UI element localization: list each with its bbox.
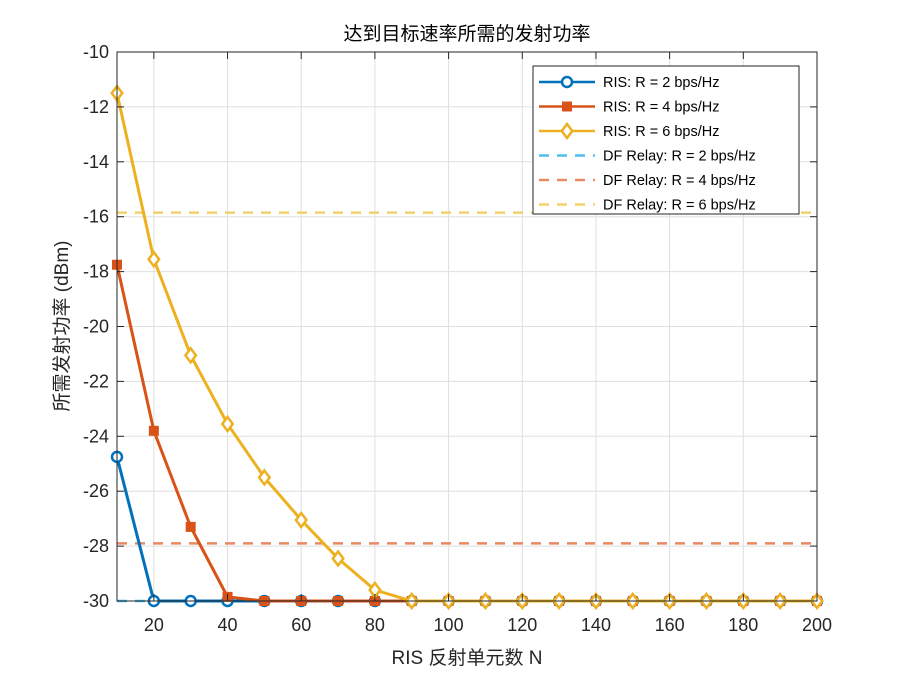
legend-box <box>532 65 800 215</box>
legend-label: RIS: R = 6 bps/Hz <box>603 124 719 140</box>
ticks: 20 40 60 80 100 120 140 160 180 200 -30 -28 -26 -24 -2… <box>83 42 832 635</box>
y-tick-label: -16 <box>83 207 109 227</box>
legend-label: DF Relay: R = 6 bps/Hz <box>603 198 756 214</box>
y-tick-label: -10 <box>83 42 109 62</box>
x-axis-label: RIS 反射单元数 N <box>392 647 543 669</box>
legend-entry: RIS: R = 4 bps/Hz <box>539 100 719 116</box>
y-tick-label: -28 <box>83 536 109 556</box>
x-tick-label: 160 <box>655 615 685 635</box>
legend-entry: DF Relay: R = 4 bps/Hz <box>539 173 756 189</box>
x-tick-label: 20 <box>144 615 164 635</box>
y-tick-label: -12 <box>83 97 109 117</box>
x-tick-label: 180 <box>728 615 758 635</box>
y-tick-label: -18 <box>83 262 109 282</box>
x-tick-label: 60 <box>291 615 311 635</box>
legend-entry: DF Relay: R = 6 bps/Hz <box>539 198 756 214</box>
y-axis-label: 所需发射功率 (dBm) <box>51 240 73 411</box>
y-tick-label: -20 <box>83 317 109 337</box>
x-tick-label: 140 <box>581 615 611 635</box>
legend-label: RIS: R = 2 bps/Hz <box>603 75 719 91</box>
chart-title: 达到目标速率所需的发射功率 <box>343 23 590 45</box>
legend-label: DF Relay: R = 4 bps/Hz <box>603 173 756 189</box>
x-tick-label: 120 <box>507 615 537 635</box>
data-point-square <box>148 425 159 436</box>
data-point-diamond <box>294 510 309 530</box>
grid <box>117 51 818 602</box>
data-point-diamond <box>183 346 198 365</box>
data-point-diamond <box>220 414 235 434</box>
x-tick-label: 100 <box>434 615 464 635</box>
legend-label: RIS: R = 4 bps/Hz <box>603 100 719 116</box>
y-tick-label: -26 <box>83 481 109 501</box>
legend: RIS: R = 2 bps/Hz RIS: R = 4 bps/Hz RIS: R… <box>532 65 800 215</box>
data-point-diamond <box>147 250 161 269</box>
y-tick-label: -30 <box>83 591 109 611</box>
x-tick-label: 40 <box>218 615 238 635</box>
x-tick-label: 200 <box>802 615 832 635</box>
legend-entry: RIS: R = 6 bps/Hz <box>539 121 719 141</box>
y-tick-label: -22 <box>83 371 109 391</box>
legend-marker-diamond <box>560 121 574 141</box>
x-tick-label: 80 <box>365 615 385 635</box>
y-tick-label: -14 <box>83 152 109 172</box>
legend-marker-square <box>562 101 572 112</box>
legend-entry: DF Relay: R = 2 bps/Hz <box>539 149 756 165</box>
legend-entry: RIS: R = 2 bps/Hz <box>539 75 719 91</box>
y-tick-label: -24 <box>83 426 109 446</box>
data-point-diamond <box>331 549 345 568</box>
legend-label: DF Relay: R = 2 bps/Hz <box>603 149 756 165</box>
data-point-diamond <box>257 468 272 487</box>
legend-marker-circle <box>560 75 574 89</box>
data-point-square <box>185 521 196 532</box>
